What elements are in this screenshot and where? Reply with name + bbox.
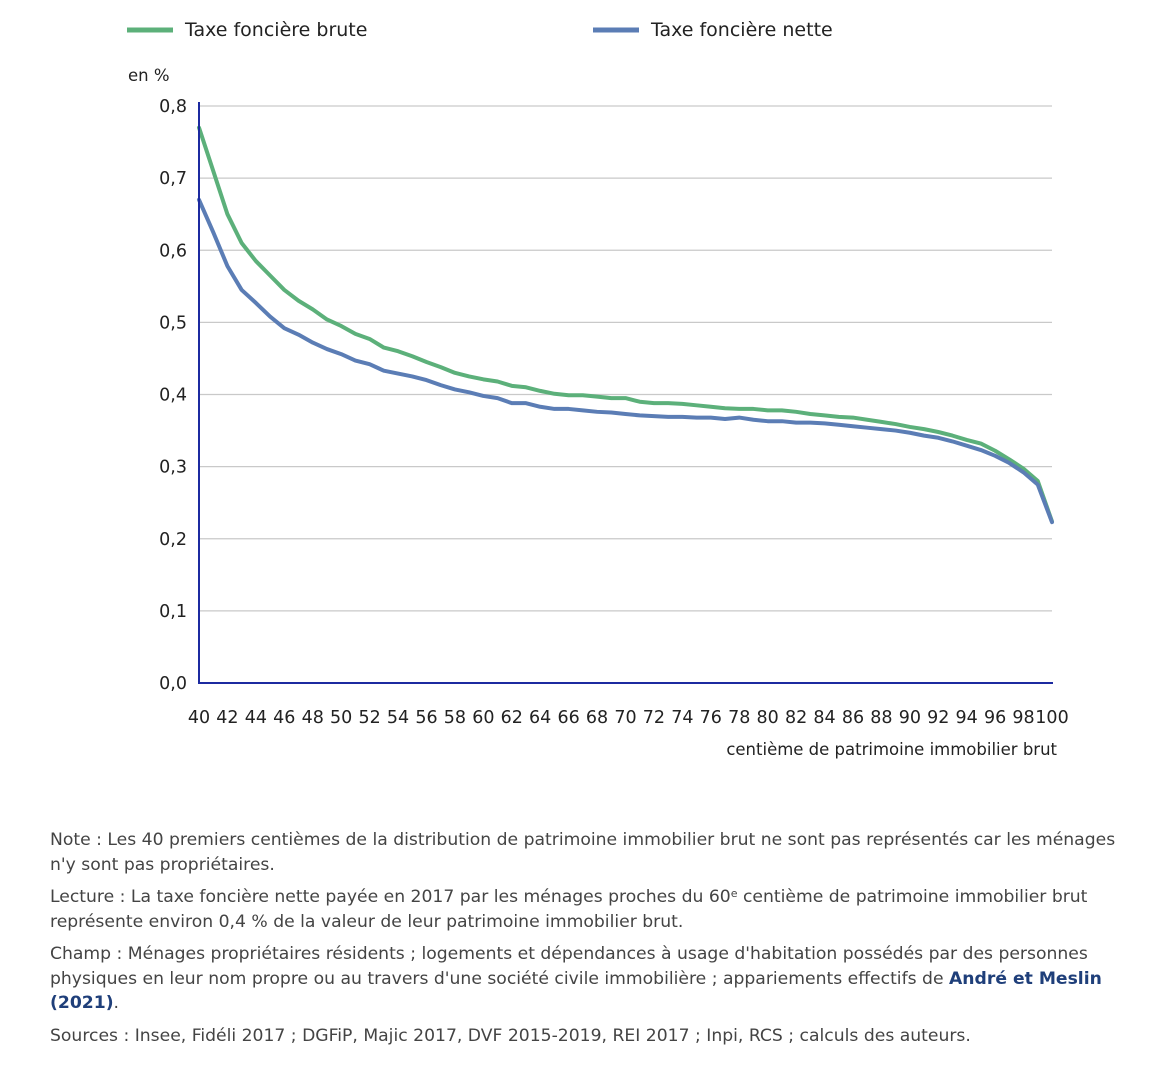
reference-link[interactable]: André et Meslin (2021) (50, 968, 1102, 1014)
x-tick-label: 68 (586, 708, 608, 728)
x-axis-ticks: 40 42 44 46 48 50 52 54 56 58 60 62 64 66 68 70 72 74 76 78… (188, 708, 1069, 728)
x-tick-label: 58 (444, 708, 466, 728)
x-tick-label: 48 (302, 708, 324, 728)
x-tick-label: 62 (501, 708, 523, 728)
x-tick-label: 78 (728, 708, 750, 728)
chart-legend: Taxe foncière brute Taxe foncière nette (127, 19, 833, 41)
sources-text: Sources : Insee, Fidéli 2017 ; DGFiP, Ma… (50, 1025, 971, 1046)
x-tick-label: 56 (415, 708, 437, 728)
x-tick-label: 70 (614, 708, 636, 728)
x-tick-label: 90 (899, 708, 921, 728)
x-tick-label: 82 (785, 708, 807, 728)
series-line-2 (197, 197, 1054, 525)
champ-text-end: . (113, 993, 120, 1013)
x-tick-label: 46 (273, 708, 295, 728)
x-tick-label: 92 (927, 708, 949, 728)
x-tick-label: 98 (1012, 708, 1034, 728)
x-tick-label: 94 (956, 708, 978, 728)
lecture-superscript: e (730, 887, 738, 900)
line-chart: Taxe foncière brute Taxe foncière nette e… (127, 19, 1069, 759)
x-tick-label: 40 (188, 708, 210, 728)
lecture-text-end: centième de patrimoine immobilier brut r… (50, 887, 1088, 932)
champ-text-body: Champ : Ménages propriétaires résidents … (50, 944, 1088, 989)
x-tick-label: 88 (870, 708, 892, 728)
y-tick-label: 0,8 (159, 97, 187, 117)
chart-gridlines (199, 105, 1052, 612)
legend-label: Taxe foncière nette (650, 19, 833, 41)
x-axis-label: centième de patrimoine immobilier brut (726, 740, 1057, 759)
y-tick-label: 0,3 (159, 458, 187, 478)
x-tick-label: 52 (358, 708, 380, 728)
series-line-1 (197, 125, 1054, 524)
champ-text: Champ : Ménages propriétaires résidents … (50, 942, 1140, 1016)
lecture-text-start: Lecture : La taxe foncière nette payée e… (50, 887, 731, 907)
x-tick-label: 76 (700, 708, 722, 728)
x-tick-label: 74 (671, 708, 693, 728)
lecture-text: Lecture : La taxe foncière nette payée e… (50, 885, 1140, 934)
x-tick-label: 80 (757, 708, 779, 728)
legend-label: Taxe foncière brute (184, 19, 367, 41)
y-tick-label: 0,2 (159, 530, 187, 550)
x-tick-label: 100 (1035, 708, 1068, 728)
x-tick-label: 54 (387, 708, 409, 728)
x-tick-label: 96 (984, 708, 1006, 728)
y-tick-label: 0,6 (159, 241, 187, 261)
x-tick-label: 64 (529, 708, 551, 728)
y-tick-label: 0,7 (159, 169, 187, 189)
x-tick-label: 42 (216, 708, 238, 728)
y-tick-label: 0,0 (159, 674, 187, 694)
x-tick-label: 84 (813, 708, 835, 728)
x-tick-label: 44 (245, 708, 267, 728)
x-tick-label: 72 (643, 708, 665, 728)
chart-series (197, 125, 1054, 525)
y-tick-label: 0,1 (159, 602, 187, 622)
y-tick-label: 0,5 (159, 313, 187, 333)
chart-notes: Note : Les 40 premiers centièmes de la d… (50, 828, 1140, 1056)
x-tick-label: 50 (330, 708, 352, 728)
y-tick-label: 0,4 (159, 386, 187, 406)
x-tick-label: 86 (842, 708, 864, 728)
x-tick-label: 66 (557, 708, 579, 728)
x-tick-label: 60 (472, 708, 494, 728)
y-axis-ticks: 0,0 0,1 0,2 0,3 0,4 0,5 0,6 0,7 0,8 (159, 97, 187, 694)
note-text: Note : Les 40 premiers centièmes de la d… (50, 830, 1116, 875)
y-axis-unit-label: en % (128, 66, 170, 85)
